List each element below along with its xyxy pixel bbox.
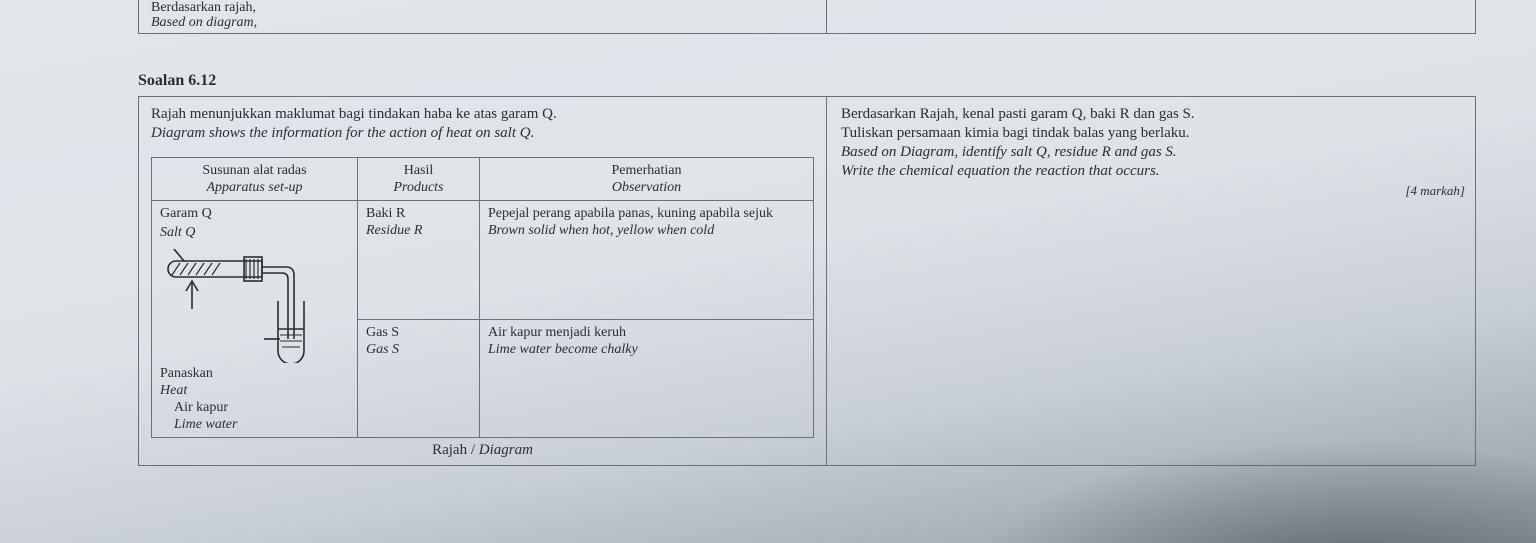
obs-2-ms: Air kapur menjadi keruh [488, 324, 805, 341]
previous-question-strip: Berdasarkan rajah, Based on diagram, [138, 0, 1476, 34]
header-observation: Pemerhatian Observation [480, 158, 814, 201]
product-2-en: Gas S [366, 341, 471, 358]
header-products-en: Products [364, 179, 473, 196]
previous-question-text: Berdasarkan rajah, Based on diagram, [139, 0, 827, 33]
heat-label-ms: Panaskan [160, 365, 349, 382]
right-line-1: Berdasarkan Rajah, kenal pasti garam Q, … [841, 105, 1461, 124]
intro-en: Diagram shows the information for the ac… [151, 124, 814, 143]
product-cell-2: Gas S Gas S [358, 319, 480, 438]
observation-cell-2: Air kapur menjadi keruh Lime water becom… [480, 319, 814, 438]
caption-ms: Rajah [432, 442, 467, 458]
data-table: Susunan alat radas Apparatus set-up Hasi… [151, 157, 814, 438]
header-products: Hasil Products [358, 158, 480, 201]
diagram-caption: Rajah / Diagram [151, 438, 814, 459]
header-apparatus-en: Apparatus set-up [158, 179, 351, 196]
caption-sep: / [467, 442, 479, 458]
header-products-ms: Hasil [364, 162, 473, 179]
table-row: Garam Q Salt Q [152, 201, 814, 320]
caption-en: Diagram [479, 442, 533, 458]
apparatus-cell: Garam Q Salt Q [152, 201, 358, 438]
page-root: Berdasarkan rajah, Based on diagram, Soa… [0, 0, 1536, 543]
header-apparatus: Susunan alat radas Apparatus set-up [152, 158, 358, 201]
section-title: Soalan 6.12 [138, 72, 1476, 90]
intro-ms: Rajah menunjukkan maklumat bagi tindakan… [151, 105, 814, 124]
salt-label-ms: Garam Q [160, 205, 349, 222]
header-apparatus-ms: Susunan alat radas [158, 162, 351, 179]
header-observation-ms: Pemerhatian [486, 162, 807, 179]
obs-1-en: Brown solid when hot, yellow when cold [488, 222, 805, 239]
lime-label-ms: Air kapur [160, 399, 349, 416]
product-2-ms: Gas S [366, 324, 471, 341]
header-observation-en: Observation [486, 179, 807, 196]
right-line-3: Based on Diagram, identify salt Q, resid… [841, 143, 1461, 162]
lime-label-en: Lime water [160, 416, 349, 433]
salt-label-en: Salt Q [160, 224, 349, 241]
product-1-ms: Baki R [366, 205, 471, 222]
prev-line-en: Based on diagram, [151, 15, 814, 30]
product-1-en: Residue R [366, 222, 471, 239]
marks-label: [4 markah] [1405, 183, 1465, 199]
question-right-panel: Berdasarkan Rajah, kenal pasti garam Q, … [827, 97, 1475, 465]
apparatus-diagram-icon [158, 243, 348, 363]
right-line-2: Tuliskan persamaan kimia bagi tindak bal… [841, 124, 1461, 143]
obs-1-ms: Pepejal perang apabila panas, kuning apa… [488, 205, 805, 222]
question-box: Rajah menunjukkan maklumat bagi tindakan… [138, 96, 1476, 466]
previous-question-empty [827, 0, 1475, 33]
right-line-4: Write the chemical equation the reaction… [841, 162, 1461, 181]
heat-label-en: Heat [160, 382, 349, 399]
obs-2-en: Lime water become chalky [488, 341, 805, 358]
product-cell-1: Baki R Residue R [358, 201, 480, 320]
prev-line-ms: Berdasarkan rajah, [151, 0, 814, 15]
table-header-row: Susunan alat radas Apparatus set-up Hasi… [152, 158, 814, 201]
question-left-panel: Rajah menunjukkan maklumat bagi tindakan… [139, 97, 827, 465]
observation-cell-1: Pepejal perang apabila panas, kuning apa… [480, 201, 814, 320]
